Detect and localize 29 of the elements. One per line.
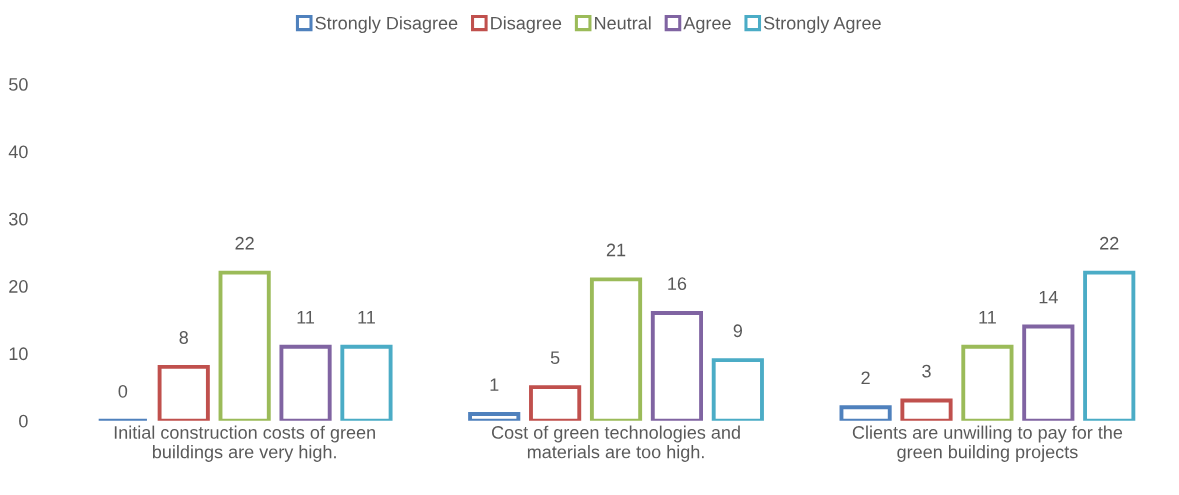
y-tick-label: 20	[9, 280, 28, 293]
data-label: 2	[861, 371, 870, 385]
data-label: 14	[1039, 290, 1058, 304]
legend-label: Strongly Agree	[763, 16, 881, 34]
data-label: 16	[668, 277, 687, 291]
x-tick-label: Cost of green technologies and materials are too high.	[491, 425, 740, 462]
data-label: 11	[358, 311, 375, 324]
y-tick-label: 50	[9, 78, 28, 91]
data-label: 9	[733, 324, 743, 338]
data-label: 5	[550, 351, 560, 365]
data-label: 11	[297, 311, 315, 324]
x-tick-label: Initial construction costs of green buildings are very high.	[114, 425, 375, 462]
y-tick-label: 10	[9, 347, 28, 361]
legend-label: Strongly Disagree	[315, 16, 458, 34]
legend-label: Neutral	[595, 16, 651, 30]
data-label: 22	[235, 236, 254, 250]
data-label: 22	[1100, 236, 1119, 250]
data-label: 3	[922, 364, 931, 378]
legend-label: Agree	[683, 16, 731, 34]
y-tick-label: 30	[9, 212, 28, 226]
x-tick-label: Clients are unwilling to pay for the green building projects	[852, 425, 1123, 462]
data-label: 0	[118, 384, 128, 398]
data-label: 1	[490, 378, 499, 391]
legend-label: Disagree	[491, 16, 562, 34]
data-label: 8	[179, 331, 188, 344]
data-label: 11	[979, 311, 996, 324]
y-tick-label: 0	[19, 414, 28, 428]
data-label: 21	[606, 243, 626, 257]
y-tick-label: 40	[8, 145, 28, 159]
